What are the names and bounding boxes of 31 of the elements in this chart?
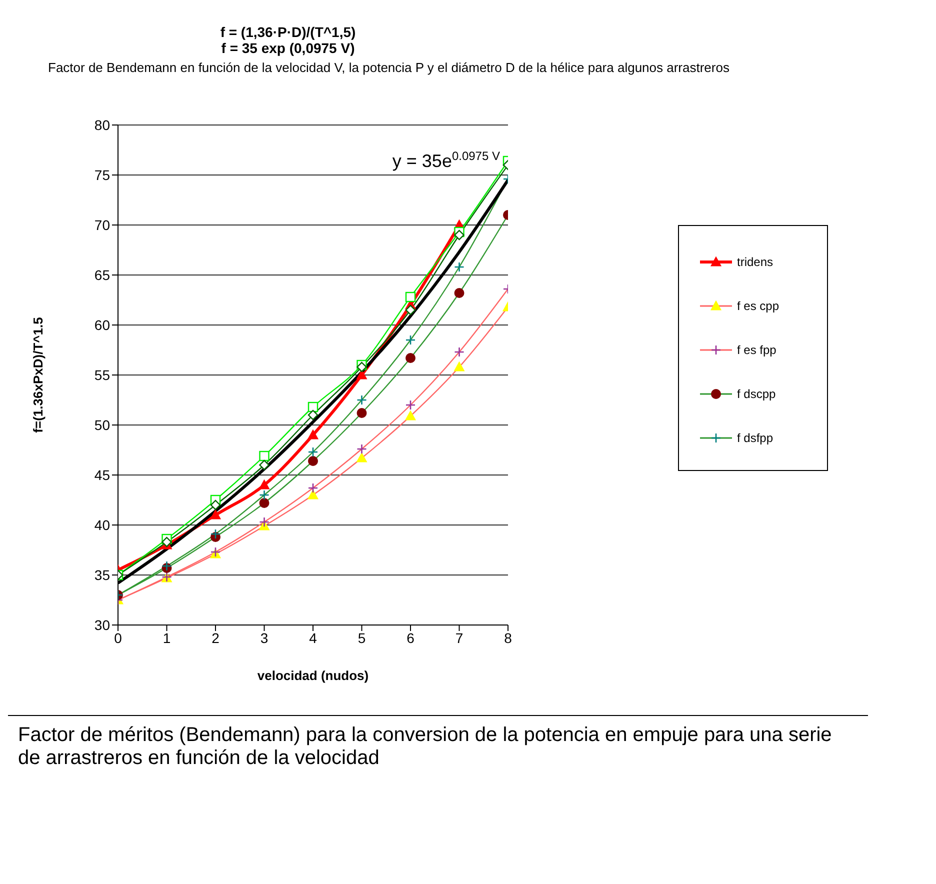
- x-tick-label: 5: [358, 630, 366, 646]
- x-tick-label: 6: [406, 630, 415, 646]
- legend-label: f es fpp: [737, 343, 776, 357]
- y-tick-label: 60: [94, 316, 110, 333]
- y-tick-label: 35: [94, 566, 110, 583]
- x-tick-label: 2: [212, 630, 220, 646]
- y-axis-title: f=(1.36xPxD)/T^1.5: [30, 317, 46, 433]
- x-tick-label: 7: [455, 630, 464, 646]
- y-tick-label: 75: [94, 166, 110, 183]
- y-tick-label: 55: [94, 366, 110, 383]
- legend-label: f dscpp: [737, 387, 776, 401]
- y-tick-label: 40: [94, 516, 110, 533]
- x-tick-label: 8: [504, 630, 512, 646]
- annotation: y = 35e$^{0.0975 V}$: [392, 149, 500, 171]
- x-tick-label: 0: [114, 630, 122, 646]
- x-tick-label: 3: [260, 630, 268, 646]
- legend-label: f es cpp: [737, 299, 780, 313]
- y-tick-label: 65: [94, 266, 110, 283]
- legend-label: tridens: [737, 255, 774, 269]
- y-tick-label: 50: [94, 416, 110, 433]
- y-tick-label: 30: [94, 616, 110, 633]
- chart-title: f = (1,36·P·D)/(T^1,5) f = 35 exp (0,0975 V): [219, 24, 357, 56]
- x-axis-title: velocidad (nudos): [257, 668, 369, 683]
- y-tick-label: 45: [94, 466, 110, 483]
- legend-label: f dsfpp: [737, 431, 774, 445]
- x-tick-label: 4: [309, 630, 318, 646]
- chart-subtitle: Factor de Bendemann en función de la velocidad V, la potencia P y el diámetro D de la hélice para algunos arrastreros: [47, 60, 730, 75]
- x-tick-label: 1: [162, 630, 171, 646]
- text: Factor de méritos (Bendemann) para la conversion de la potencia en empuje para una serie de arrastreros en función de la velocidad: [8, 715, 868, 778]
- y-tick-label: 70: [94, 216, 110, 233]
- y-tick-label: 80: [94, 116, 110, 133]
